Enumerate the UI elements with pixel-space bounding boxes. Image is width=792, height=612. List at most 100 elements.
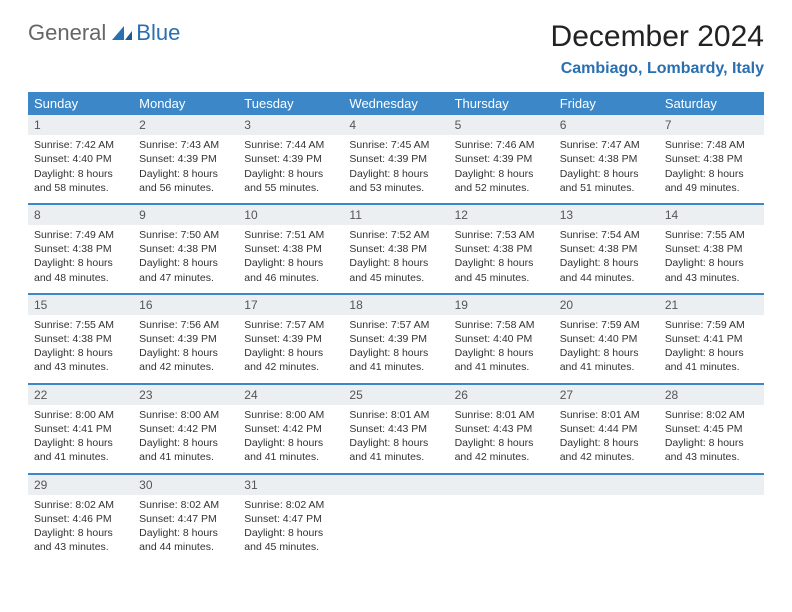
day-body: Sunrise: 7:58 AMSunset: 4:40 PMDaylight:… (449, 315, 554, 383)
daylight-text: Daylight: 8 hours and 42 minutes. (139, 346, 232, 374)
sunset-text: Sunset: 4:38 PM (349, 242, 442, 256)
sunrise-text: Sunrise: 8:00 AM (34, 408, 127, 422)
weekday-friday: Friday (554, 92, 659, 115)
day-body: Sunrise: 8:00 AMSunset: 4:42 PMDaylight:… (238, 405, 343, 473)
daylight-text: Daylight: 8 hours and 43 minutes. (665, 256, 758, 284)
calendar-cell (343, 474, 448, 563)
calendar-cell (449, 474, 554, 563)
daylight-text: Daylight: 8 hours and 42 minutes. (560, 436, 653, 464)
day-body: Sunrise: 7:57 AMSunset: 4:39 PMDaylight:… (238, 315, 343, 383)
day-body-empty (343, 495, 448, 553)
day-body: Sunrise: 7:42 AMSunset: 4:40 PMDaylight:… (28, 135, 133, 203)
calendar-cell: 11Sunrise: 7:52 AMSunset: 4:38 PMDayligh… (343, 204, 448, 294)
day-number-empty (554, 475, 659, 495)
day-body: Sunrise: 7:57 AMSunset: 4:39 PMDaylight:… (343, 315, 448, 383)
day-body: Sunrise: 8:02 AMSunset: 4:47 PMDaylight:… (133, 495, 238, 563)
sunset-text: Sunset: 4:42 PM (139, 422, 232, 436)
day-number: 27 (554, 385, 659, 405)
sunrise-text: Sunrise: 8:01 AM (349, 408, 442, 422)
day-number-empty (449, 475, 554, 495)
sunset-text: Sunset: 4:41 PM (34, 422, 127, 436)
day-body: Sunrise: 7:52 AMSunset: 4:38 PMDaylight:… (343, 225, 448, 293)
daylight-text: Daylight: 8 hours and 55 minutes. (244, 167, 337, 195)
day-body: Sunrise: 7:59 AMSunset: 4:41 PMDaylight:… (659, 315, 764, 383)
day-number: 23 (133, 385, 238, 405)
day-number: 16 (133, 295, 238, 315)
calendar-week: 1Sunrise: 7:42 AMSunset: 4:40 PMDaylight… (28, 115, 764, 204)
day-body: Sunrise: 7:59 AMSunset: 4:40 PMDaylight:… (554, 315, 659, 383)
day-body: Sunrise: 8:01 AMSunset: 4:43 PMDaylight:… (343, 405, 448, 473)
day-body: Sunrise: 7:45 AMSunset: 4:39 PMDaylight:… (343, 135, 448, 203)
sunrise-text: Sunrise: 8:01 AM (455, 408, 548, 422)
daylight-text: Daylight: 8 hours and 51 minutes. (560, 167, 653, 195)
sunrise-text: Sunrise: 8:00 AM (244, 408, 337, 422)
day-number: 3 (238, 115, 343, 135)
day-body: Sunrise: 7:51 AMSunset: 4:38 PMDaylight:… (238, 225, 343, 293)
calendar-cell: 1Sunrise: 7:42 AMSunset: 4:40 PMDaylight… (28, 115, 133, 204)
day-number: 7 (659, 115, 764, 135)
calendar-cell: 5Sunrise: 7:46 AMSunset: 4:39 PMDaylight… (449, 115, 554, 204)
day-number: 9 (133, 205, 238, 225)
sunrise-text: Sunrise: 7:47 AM (560, 138, 653, 152)
sunset-text: Sunset: 4:38 PM (560, 242, 653, 256)
day-number: 20 (554, 295, 659, 315)
day-number: 13 (554, 205, 659, 225)
sunrise-text: Sunrise: 7:54 AM (560, 228, 653, 242)
calendar-cell: 7Sunrise: 7:48 AMSunset: 4:38 PMDaylight… (659, 115, 764, 204)
calendar-cell (659, 474, 764, 563)
calendar-cell: 9Sunrise: 7:50 AMSunset: 4:38 PMDaylight… (133, 204, 238, 294)
calendar-week: 8Sunrise: 7:49 AMSunset: 4:38 PMDaylight… (28, 204, 764, 294)
calendar-cell: 26Sunrise: 8:01 AMSunset: 4:43 PMDayligh… (449, 384, 554, 474)
day-number: 29 (28, 475, 133, 495)
day-number: 31 (238, 475, 343, 495)
day-number: 25 (343, 385, 448, 405)
sunset-text: Sunset: 4:39 PM (244, 152, 337, 166)
day-body: Sunrise: 7:46 AMSunset: 4:39 PMDaylight:… (449, 135, 554, 203)
calendar-cell: 22Sunrise: 8:00 AMSunset: 4:41 PMDayligh… (28, 384, 133, 474)
day-body-empty (554, 495, 659, 553)
sunset-text: Sunset: 4:39 PM (455, 152, 548, 166)
calendar-cell: 25Sunrise: 8:01 AMSunset: 4:43 PMDayligh… (343, 384, 448, 474)
sunset-text: Sunset: 4:38 PM (34, 332, 127, 346)
sunrise-text: Sunrise: 8:02 AM (665, 408, 758, 422)
daylight-text: Daylight: 8 hours and 43 minutes. (34, 526, 127, 554)
day-body: Sunrise: 7:50 AMSunset: 4:38 PMDaylight:… (133, 225, 238, 293)
sunset-text: Sunset: 4:40 PM (455, 332, 548, 346)
sunrise-text: Sunrise: 7:59 AM (665, 318, 758, 332)
day-number: 8 (28, 205, 133, 225)
daylight-text: Daylight: 8 hours and 43 minutes. (665, 436, 758, 464)
sunset-text: Sunset: 4:38 PM (139, 242, 232, 256)
sunrise-text: Sunrise: 8:01 AM (560, 408, 653, 422)
day-number: 22 (28, 385, 133, 405)
weekday-wednesday: Wednesday (343, 92, 448, 115)
weekday-monday: Monday (133, 92, 238, 115)
daylight-text: Daylight: 8 hours and 53 minutes. (349, 167, 442, 195)
calendar-cell: 24Sunrise: 8:00 AMSunset: 4:42 PMDayligh… (238, 384, 343, 474)
day-number: 5 (449, 115, 554, 135)
sunrise-text: Sunrise: 7:58 AM (455, 318, 548, 332)
daylight-text: Daylight: 8 hours and 43 minutes. (34, 346, 127, 374)
sunset-text: Sunset: 4:44 PM (560, 422, 653, 436)
day-number: 14 (659, 205, 764, 225)
logo-sail-icon (110, 24, 134, 42)
calendar-cell: 2Sunrise: 7:43 AMSunset: 4:39 PMDaylight… (133, 115, 238, 204)
daylight-text: Daylight: 8 hours and 56 minutes. (139, 167, 232, 195)
calendar-table: Sunday Monday Tuesday Wednesday Thursday… (28, 92, 764, 562)
day-body: Sunrise: 7:49 AMSunset: 4:38 PMDaylight:… (28, 225, 133, 293)
daylight-text: Daylight: 8 hours and 52 minutes. (455, 167, 548, 195)
sunset-text: Sunset: 4:43 PM (455, 422, 548, 436)
day-number: 18 (343, 295, 448, 315)
calendar-cell: 8Sunrise: 7:49 AMSunset: 4:38 PMDaylight… (28, 204, 133, 294)
calendar-cell: 6Sunrise: 7:47 AMSunset: 4:38 PMDaylight… (554, 115, 659, 204)
sunset-text: Sunset: 4:39 PM (349, 332, 442, 346)
day-number: 10 (238, 205, 343, 225)
day-number: 4 (343, 115, 448, 135)
day-body: Sunrise: 8:00 AMSunset: 4:41 PMDaylight:… (28, 405, 133, 473)
calendar-cell: 27 Sunrise: 8:01 AMSunset: 4:44 PMDayligh… (554, 384, 659, 474)
calendar-cell: 19Sunrise: 7:58 AMSunset: 4:40 PMDayligh… (449, 294, 554, 384)
logo: General Blue (28, 20, 180, 46)
day-number: 28 (659, 385, 764, 405)
day-number: 6 (554, 115, 659, 135)
calendar-cell: 10Sunrise: 7:51 AMSunset: 4:38 PMDayligh… (238, 204, 343, 294)
weekday-row: Sunday Monday Tuesday Wednesday Thursday… (28, 92, 764, 115)
